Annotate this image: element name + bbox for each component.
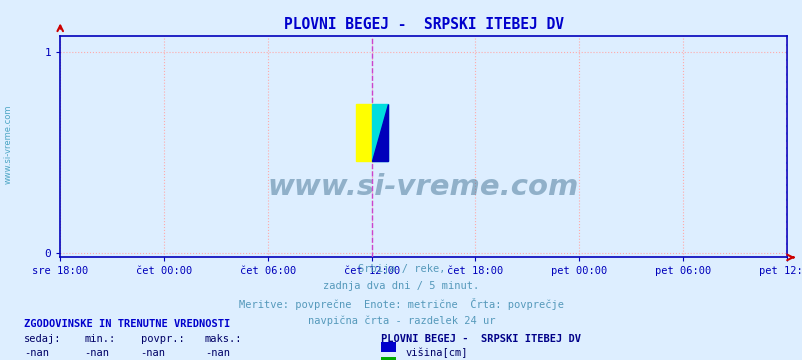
Text: -nan: -nan bbox=[84, 348, 109, 358]
Polygon shape bbox=[371, 104, 387, 161]
Title: PLOVNI BEGEJ -  SRPSKI ITEBEJ DV: PLOVNI BEGEJ - SRPSKI ITEBEJ DV bbox=[283, 17, 563, 32]
Bar bbox=[355, 104, 371, 161]
Text: www.si-vreme.com: www.si-vreme.com bbox=[268, 172, 578, 201]
Text: sedaj:: sedaj: bbox=[24, 334, 62, 344]
Polygon shape bbox=[371, 104, 387, 161]
Text: Meritve: povprečne  Enote: metrične  Črta: povprečje: Meritve: povprečne Enote: metrične Črta:… bbox=[239, 298, 563, 310]
Text: navpična črta - razdelek 24 ur: navpična črta - razdelek 24 ur bbox=[307, 315, 495, 326]
Text: PLOVNI BEGEJ -  SRPSKI ITEBEJ DV: PLOVNI BEGEJ - SRPSKI ITEBEJ DV bbox=[381, 334, 581, 344]
Text: -nan: -nan bbox=[205, 348, 229, 358]
Text: zadnja dva dni / 5 minut.: zadnja dva dni / 5 minut. bbox=[323, 281, 479, 291]
Text: -nan: -nan bbox=[24, 348, 49, 358]
Text: www.si-vreme.com: www.si-vreme.com bbox=[3, 104, 13, 184]
Text: -nan: -nan bbox=[140, 348, 165, 358]
Text: ZGODOVINSKE IN TRENUTNE VREDNOSTI: ZGODOVINSKE IN TRENUTNE VREDNOSTI bbox=[24, 319, 230, 329]
Text: min.:: min.: bbox=[84, 334, 115, 344]
Text: višina[cm]: višina[cm] bbox=[405, 348, 468, 359]
Text: Srbija / reke,: Srbija / reke, bbox=[358, 264, 444, 274]
Text: maks.:: maks.: bbox=[205, 334, 242, 344]
Text: povpr.:: povpr.: bbox=[140, 334, 184, 344]
